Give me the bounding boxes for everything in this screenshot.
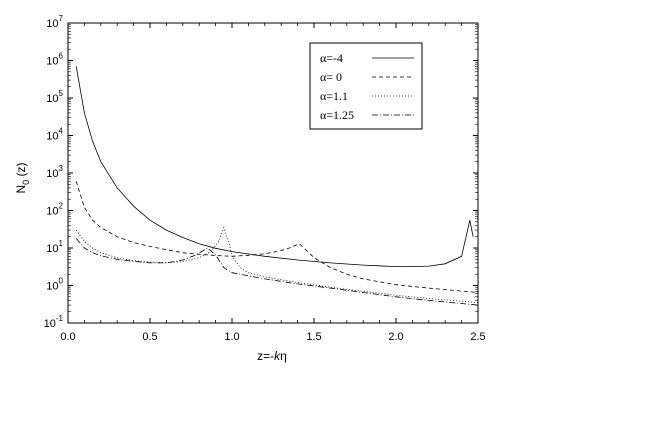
x-tick-label: 1.0 [224, 331, 239, 343]
y-tick-label: 10-1 [44, 314, 64, 330]
legend-label: α=1.1 [320, 89, 348, 103]
x-tick-label: 1.5 [306, 331, 321, 343]
y-tick-label: 101 [46, 239, 63, 255]
y-axis-title: N0 (z) [14, 162, 31, 193]
y-tick-label: 105 [46, 89, 63, 105]
legend-label: α=-4 [320, 51, 343, 65]
axes: 0.0 0.5 1.0 1.5 2.0 2.5 10-1 100 101 102 103 104 105… [44, 14, 486, 343]
series-line-2 [75, 181, 479, 293]
legend-label: α=1.25 [320, 108, 354, 122]
x-tick-label: 0.5 [142, 331, 157, 343]
x-tick-label: 2.5 [470, 331, 485, 343]
series-line-1 [75, 66, 474, 267]
legend: α=-4 α= 0 α=1.1 α=1.25 [309, 42, 423, 130]
legend-box [309, 42, 423, 130]
y-tick-label: 107 [46, 14, 63, 30]
y-tick-label: 106 [46, 52, 63, 68]
y-tick-label: 103 [46, 164, 63, 180]
y-tick-label: 102 [46, 202, 63, 218]
x-tick-label: 2.0 [388, 331, 403, 343]
legend-label: α= 0 [320, 70, 342, 84]
series-line-3 [75, 226, 479, 303]
y-tick-label: 100 [46, 277, 63, 293]
x-axis-title: z=-kη [257, 349, 287, 363]
series-line-4 [75, 238, 479, 306]
y-tick-label: 104 [46, 127, 63, 143]
plot-area [75, 66, 479, 306]
x-tick-label: 0.0 [60, 331, 75, 343]
